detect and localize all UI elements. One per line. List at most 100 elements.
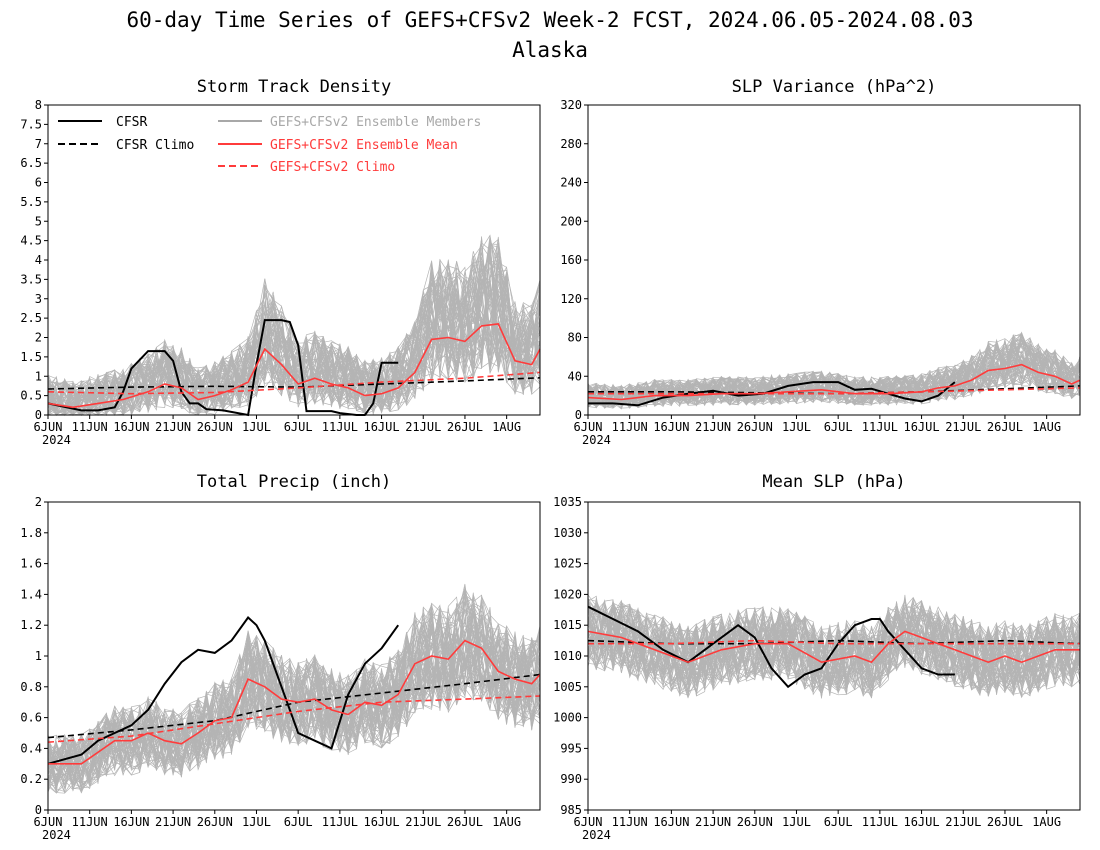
chart-legend: CFSR CFSR Climo GEFS+CFSv2 Ensemble Memb…	[58, 115, 481, 175]
x-tick-label: 16JUL	[903, 420, 939, 434]
ensemble-member-line	[47, 253, 541, 416]
x-tick-label: 26JUN	[737, 815, 773, 829]
series-gefs-cfsv2-climo	[47, 371, 541, 395]
chart-panel-3: Total Precip (inch) 0 0.2 0.4 0.6 0.8 1 1.2 1.4 1…	[20, 472, 541, 842]
series-gefs-cfsv2-climo	[588, 387, 1081, 395]
ensemble-member-line	[587, 600, 1081, 697]
ensemble-member-line	[47, 595, 541, 791]
y-tick-label: 1030	[553, 526, 582, 540]
ensemble-member-line	[47, 282, 541, 417]
series-gefs-cfsv2-ensemble-mean	[47, 323, 541, 409]
figure-subtitle: Alaska	[512, 38, 588, 62]
x-tick-label: 21JUN	[695, 815, 731, 829]
ensemble-member-line	[47, 634, 541, 776]
x-tick-label: 1JUL	[782, 420, 811, 434]
series-gefs-cfsv2-ensemble-mean	[587, 630, 1080, 664]
x-tick-label: 11JUN	[612, 815, 648, 829]
x-tick-label: 1AUG	[1032, 420, 1061, 434]
x-tick-label: 16JUL	[363, 420, 399, 434]
ensemble-member-line	[47, 254, 541, 417]
x-tick-label: 21JUN	[155, 420, 191, 434]
ensemble-member-line	[587, 354, 1081, 407]
y-tick-label: 5.5	[20, 195, 42, 209]
y-tick-label: 0.5	[20, 389, 42, 403]
x-tick-label: 6JUN	[34, 420, 63, 434]
x-tick-label: 6JUL	[824, 420, 853, 434]
y-tick-label: 7	[35, 137, 42, 151]
ensemble-member-line	[47, 604, 541, 792]
chart-panel-2: SLP Variance (hPa^2) 0 40 80 120 160 200 240 280…	[560, 77, 1081, 447]
panel-title: Mean SLP (hPa)	[762, 472, 905, 492]
ensemble-member-line	[587, 332, 1081, 404]
ensemble-member-line	[587, 598, 1081, 697]
legend-members-label: GEFS+CFSv2 Ensemble Members	[270, 115, 481, 130]
y-tick-label: 0.4	[20, 741, 42, 755]
y-tick-label: 4	[35, 253, 42, 267]
x-tick-label: 11JUL	[322, 815, 358, 829]
y-tick-label: 2	[35, 495, 42, 509]
ensemble-members	[47, 583, 541, 794]
y-tick-label: 995	[560, 741, 582, 755]
y-tick-label: 3	[35, 292, 42, 306]
y-tick-label: 0.8	[20, 680, 42, 694]
x-tick-label: 21JUL	[945, 420, 981, 434]
ensemble-member-line	[47, 590, 541, 789]
ensemble-member-line	[47, 603, 541, 794]
y-tick-label: 1	[35, 649, 42, 663]
y-tick-label: 1.8	[20, 526, 42, 540]
y-tick-label: 4.5	[20, 234, 42, 248]
y-tick-label: 7.5	[20, 117, 42, 131]
x-tick-label: 1JUL	[242, 420, 271, 434]
x-tick-label: 11JUN	[72, 420, 108, 434]
series-gefs-cfsv2-climo	[47, 695, 541, 743]
y-tick-label: 0.2	[20, 772, 42, 786]
y-tick-label: 1005	[553, 680, 582, 694]
y-tick-label: 3.5	[20, 272, 42, 286]
y-tick-label: 240	[560, 176, 582, 190]
x-tick-label: 11JUN	[72, 815, 108, 829]
panel-title: Storm Track Density	[197, 77, 391, 97]
chart-panel-1: Storm Track Density 0 0.5 1 1.5 2 2.5 3 3.5 4 4.5 5…	[20, 77, 541, 447]
x-tick-label: 16JUL	[903, 815, 939, 829]
y-tick-label: 120	[560, 292, 582, 306]
y-tick-label: 1010	[553, 649, 582, 663]
x-tick-label: 11JUN	[612, 420, 648, 434]
y-tick-label: 8	[35, 98, 42, 112]
x-tick-label: 11JUL	[862, 420, 898, 434]
y-tick-label: 280	[560, 137, 582, 151]
series-gefs-cfsv2-ensemble-mean	[48, 639, 541, 765]
ensemble-member-line	[587, 343, 1081, 407]
y-tick-label: 40	[568, 369, 582, 383]
ensemble-member-line	[47, 280, 541, 408]
y-tick-label: 985	[560, 803, 582, 817]
chart-panel-4: Mean SLP (hPa) 985 990 995 1000 1005 1010 1015 1…	[553, 472, 1081, 842]
y-tick-label: 1.6	[20, 557, 42, 571]
ensemble-member-line	[587, 603, 1081, 688]
y-tick-label: 2.5	[20, 311, 42, 325]
ensemble-member-line	[587, 604, 1081, 695]
ensemble-member-line	[47, 259, 541, 417]
panel-title: Total Precip (inch)	[197, 472, 391, 492]
x-tick-label: 1AUG	[1032, 815, 1061, 829]
series-gefs-cfsv2-climo	[588, 639, 1080, 645]
x-tick-label: 6JUN	[34, 815, 63, 829]
x-tick-label: 16JUN	[113, 815, 149, 829]
y-tick-label: 0	[35, 408, 42, 422]
x-year-label: 2024	[42, 828, 71, 842]
legend-cfsr-climo-label: CFSR Climo	[116, 138, 194, 153]
y-tick-label: 160	[560, 253, 582, 267]
x-tick-label: 21JUN	[695, 420, 731, 434]
y-tick-label: 1.4	[20, 587, 42, 601]
series-cfsr	[588, 381, 956, 407]
legend-mean-label: GEFS+CFSv2 Ensemble Mean	[270, 138, 458, 153]
y-tick-label: 990	[560, 772, 582, 786]
x-year-label: 2024	[42, 433, 71, 447]
x-tick-label: 26JUN	[197, 420, 233, 434]
x-tick-label: 26JUL	[987, 815, 1023, 829]
x-tick-label: 6JUN	[574, 420, 603, 434]
ensemble-member-line	[47, 594, 541, 783]
ensemble-member-line	[587, 349, 1081, 409]
ensemble-member-line	[587, 604, 1081, 696]
y-tick-label: 2	[35, 331, 42, 345]
x-tick-label: 26JUL	[447, 815, 483, 829]
